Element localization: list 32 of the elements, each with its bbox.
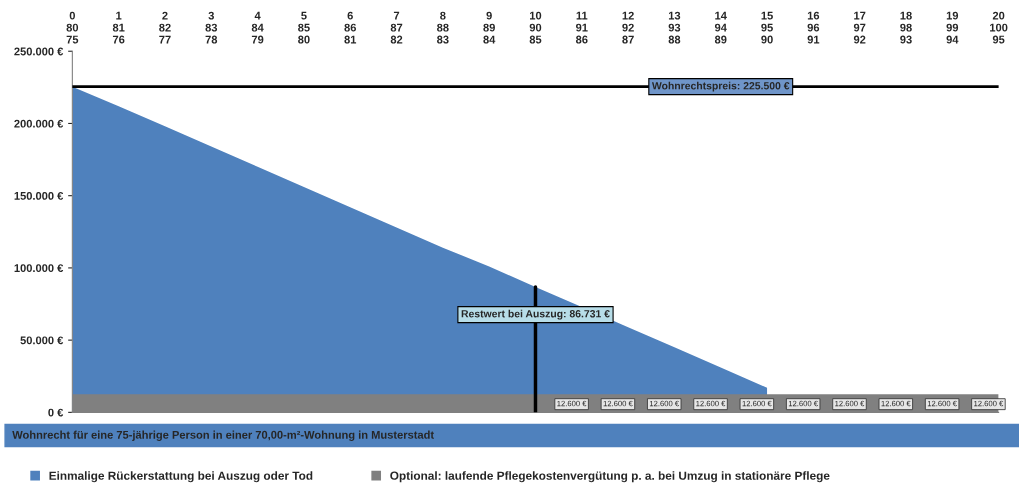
x-tick-label: 4 84 79 <box>251 11 264 44</box>
x-tick-label: 1 81 76 <box>112 11 125 44</box>
ref-line-label: Wohnrechtspreis: 225.500 € <box>651 81 790 92</box>
x-tick-label: 15 95 90 <box>761 11 773 44</box>
y-tick-label: 150.000 € <box>14 191 64 200</box>
x-tick-label: 8 88 83 <box>437 11 449 44</box>
x-tick-label: 19 99 94 <box>946 11 959 44</box>
x-tick-label: 12 92 87 <box>622 11 634 44</box>
annotation: Restwert bei Auszug: 86.731 € <box>461 309 610 320</box>
x-tick-label: 3 83 78 <box>205 11 218 44</box>
y-tick-label: 100.000 € <box>14 264 64 273</box>
x-tick-label: 2 82 77 <box>159 11 171 44</box>
x-tick-label: 11 91 86 <box>575 11 588 44</box>
y-tick-label: 200.000 € <box>14 119 64 128</box>
legend-label: Optional: laufende Pflegekostenvergütung p. a. bei Umzug in stationäre Pflege <box>390 471 830 483</box>
x-tick-label: 0 80 75 <box>66 11 79 44</box>
text: Wohnrecht für eine 75-jährige Person in einer 70,00-m²-Wohnung in Musterstadt <box>12 430 434 441</box>
y-tick-label: 250.000 € <box>14 47 64 56</box>
y-tick-label: 0 € <box>48 408 64 417</box>
x-tick-label: 10 90 85 <box>529 11 542 44</box>
x-tick-label: 14 94 89 <box>714 11 727 44</box>
x-tick-label: 17 97 92 <box>853 11 866 44</box>
x-tick-label: 18 98 93 <box>900 11 912 44</box>
y-tick-label: 50.000 € <box>20 336 64 345</box>
x-tick-label: 6 86 81 <box>344 11 357 44</box>
x-tick-label: 5 85 80 <box>298 11 310 44</box>
x-tick-label: 13 93 88 <box>668 11 681 44</box>
x-tick-label: 7 87 82 <box>390 11 403 44</box>
x-tick-label: 20 100 95 <box>990 11 1008 44</box>
x-tick-label: 16 96 91 <box>807 11 820 44</box>
x-tick-label: 9 89 84 <box>483 11 496 44</box>
legend-label: Einmalige Rückerstattung bei Auszug oder Tod <box>49 471 313 483</box>
